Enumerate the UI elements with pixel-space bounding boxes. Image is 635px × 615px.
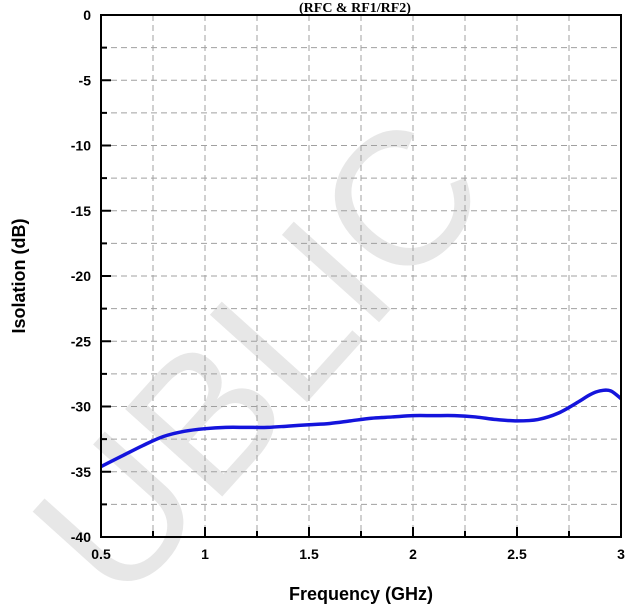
y-tick-label: 0 bbox=[83, 7, 91, 23]
y-tick-label: -10 bbox=[71, 138, 91, 154]
y-tick-label: -20 bbox=[71, 268, 91, 284]
x-tick-label: 2 bbox=[409, 546, 417, 562]
chart-title: (RFC & RF1/RF2) bbox=[299, 1, 411, 16]
x-tick-label: 1.5 bbox=[299, 546, 319, 562]
x-tick-label: 3 bbox=[617, 546, 625, 562]
y-tick-label: -30 bbox=[71, 399, 91, 415]
y-tick-label: -15 bbox=[71, 203, 91, 219]
isolation-series-line bbox=[101, 388, 621, 469]
y-tick-label: -5 bbox=[79, 72, 92, 88]
y-tick-label: -35 bbox=[71, 464, 91, 480]
y-axis-label: Isolation (dB) bbox=[9, 219, 29, 334]
x-tick-label: 0.5 bbox=[91, 546, 111, 562]
x-axis-label: Frequency (GHz) bbox=[289, 584, 433, 604]
grid bbox=[101, 15, 621, 537]
y-tick-label: -40 bbox=[71, 529, 91, 545]
x-tick-label: 2.5 bbox=[507, 546, 527, 562]
y-tick-label: -25 bbox=[71, 333, 91, 349]
x-tick-label: 1 bbox=[201, 546, 209, 562]
